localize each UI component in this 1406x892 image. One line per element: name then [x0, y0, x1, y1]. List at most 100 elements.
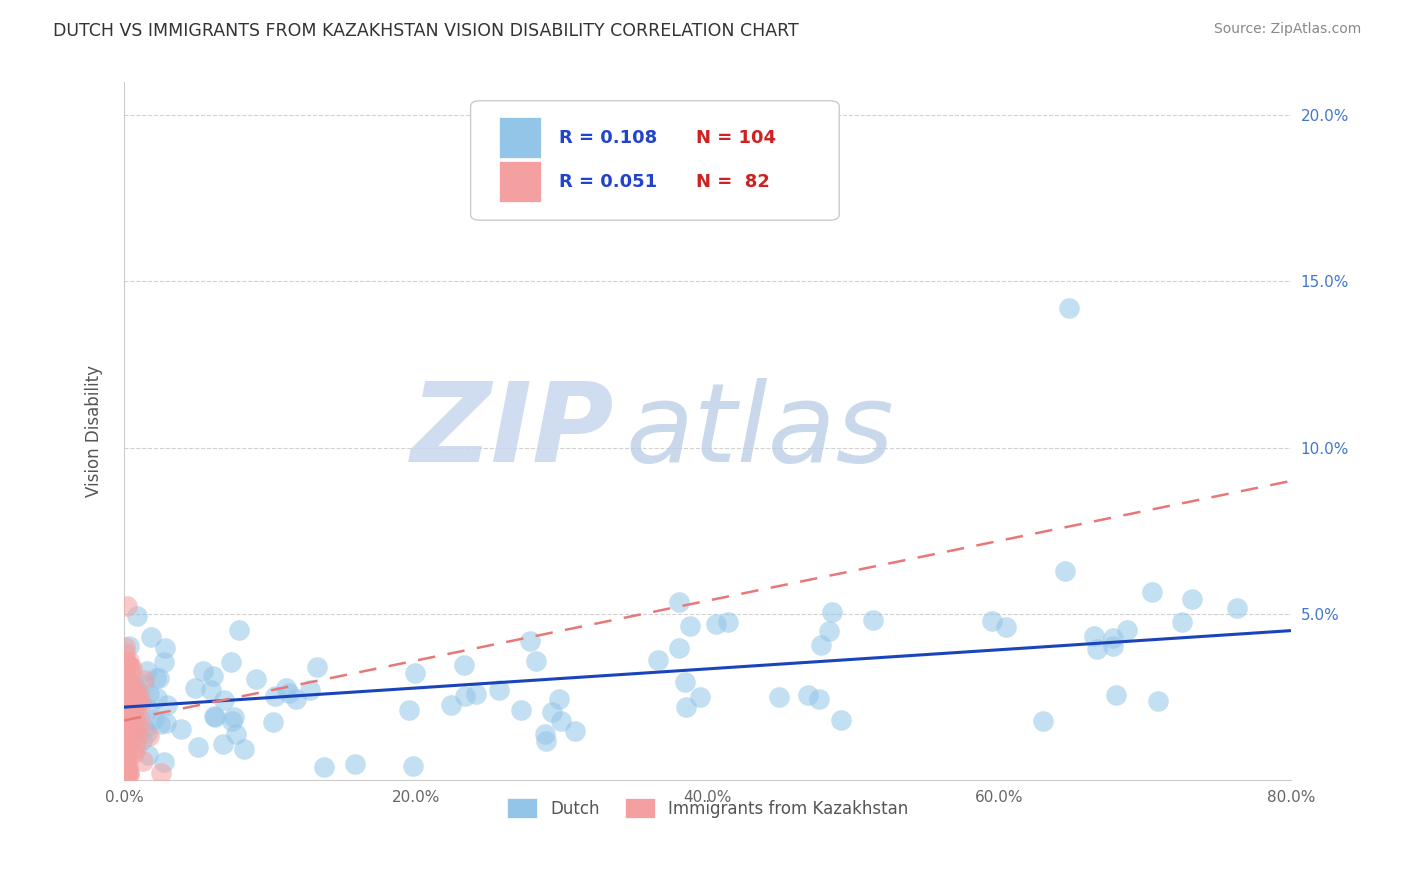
Point	[191, 664, 214, 678]
Point	[143, 712, 166, 726]
Point	[114, 646, 136, 660]
Point	[114, 673, 136, 687]
Point	[148, 716, 170, 731]
Point	[245, 672, 267, 686]
Point	[1147, 694, 1170, 708]
Point	[465, 687, 488, 701]
Point	[118, 710, 141, 724]
Point	[115, 714, 138, 728]
Point	[120, 665, 142, 680]
Point	[155, 715, 177, 730]
Point	[453, 689, 475, 703]
Point	[134, 677, 156, 691]
Legend: Dutch, Immigrants from Kazakhstan: Dutch, Immigrants from Kazakhstan	[501, 792, 915, 824]
Text: R = 0.051: R = 0.051	[560, 173, 658, 191]
Point	[810, 638, 832, 652]
Point	[541, 705, 564, 719]
Point	[138, 729, 160, 743]
Point	[121, 661, 143, 675]
Point	[1140, 584, 1163, 599]
Point	[114, 723, 136, 738]
Point	[797, 688, 820, 702]
Point	[138, 701, 160, 715]
Text: R = 0.108: R = 0.108	[560, 128, 658, 147]
Point	[114, 682, 136, 697]
Point	[184, 681, 207, 695]
Point	[204, 710, 226, 724]
Point	[1171, 615, 1194, 630]
Point	[221, 714, 243, 728]
Point	[117, 689, 139, 703]
Point	[121, 686, 143, 700]
Point	[146, 690, 169, 705]
Point	[564, 723, 586, 738]
Point	[114, 678, 136, 692]
Point	[200, 683, 222, 698]
Point	[668, 595, 690, 609]
Point	[118, 713, 141, 727]
Point	[145, 671, 167, 685]
Point	[121, 694, 143, 708]
Point	[139, 630, 162, 644]
Point	[1053, 564, 1076, 578]
Point	[312, 760, 335, 774]
Point	[114, 664, 136, 678]
Point	[115, 720, 138, 734]
Point	[647, 653, 669, 667]
Point	[114, 730, 136, 744]
Text: ZIP: ZIP	[411, 377, 614, 484]
Point	[125, 698, 148, 713]
Point	[219, 655, 242, 669]
Point	[125, 691, 148, 706]
Point	[343, 756, 366, 771]
Text: atlas: atlas	[626, 377, 894, 484]
Point	[124, 680, 146, 694]
Point	[262, 714, 284, 729]
Point	[149, 765, 172, 780]
Point	[117, 750, 139, 764]
Point	[533, 727, 555, 741]
Point	[807, 692, 830, 706]
Point	[675, 700, 697, 714]
Point	[118, 654, 141, 668]
Point	[704, 616, 727, 631]
Point	[673, 674, 696, 689]
FancyBboxPatch shape	[471, 101, 839, 220]
Point	[118, 766, 141, 780]
Point	[121, 679, 143, 693]
Point	[1085, 641, 1108, 656]
Point	[169, 723, 191, 737]
Point	[117, 759, 139, 773]
Point	[488, 683, 510, 698]
Point	[120, 674, 142, 689]
Point	[668, 640, 690, 655]
Point	[131, 697, 153, 711]
Point	[114, 738, 136, 752]
Point	[120, 677, 142, 691]
Point	[129, 713, 152, 727]
Point	[115, 736, 138, 750]
Point	[233, 742, 256, 756]
Point	[115, 766, 138, 780]
Point	[114, 731, 136, 745]
Point	[127, 698, 149, 713]
Point	[115, 688, 138, 702]
Text: N = 104: N = 104	[696, 128, 776, 147]
Point	[1101, 639, 1123, 653]
Point	[440, 698, 463, 712]
Point	[519, 634, 541, 648]
Point	[225, 726, 247, 740]
Point	[114, 701, 136, 715]
Point	[136, 747, 159, 762]
Point	[132, 754, 155, 768]
Point	[121, 721, 143, 735]
Point	[153, 656, 176, 670]
Point	[122, 746, 145, 760]
Point	[284, 692, 307, 706]
Point	[678, 619, 700, 633]
Point	[117, 766, 139, 780]
Point	[862, 613, 884, 627]
Point	[821, 605, 844, 619]
Point	[118, 658, 141, 673]
Point	[114, 720, 136, 734]
